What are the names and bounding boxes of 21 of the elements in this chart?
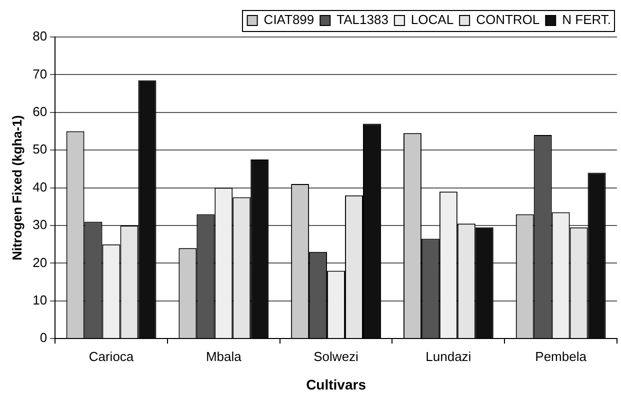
x-tick-label: Solwezi (314, 348, 359, 364)
legend-label: CONTROL (476, 12, 540, 28)
y-tick-label: 30 (32, 217, 48, 232)
y-tick-label: 60 (32, 104, 48, 119)
legend-label: CIAT899 (264, 12, 314, 28)
y-tick-label: 70 (32, 66, 48, 82)
y-tick-label: 20 (32, 254, 48, 270)
y-tick-label: 0 (40, 330, 48, 346)
x-tick-label: Carioca (88, 348, 134, 364)
legend-label: TAL1383 (336, 12, 388, 28)
y-tick-label: 10 (32, 292, 48, 308)
legend-label: N FERT. (562, 12, 612, 28)
y-axis-title: Nitrogen Fixed (kgha-1) (9, 115, 24, 260)
y-tick-label: 50 (32, 142, 48, 157)
x-axis-title: Cultivars (306, 376, 366, 392)
y-tick-label: 40 (32, 179, 48, 194)
x-tick-label: Lundazi (426, 348, 472, 364)
x-tick-label: Mbala (206, 348, 242, 364)
x-tick-label: Pembela (535, 348, 588, 364)
legend-label: LOCAL (410, 12, 454, 28)
y-tick-label: 80 (32, 28, 48, 44)
